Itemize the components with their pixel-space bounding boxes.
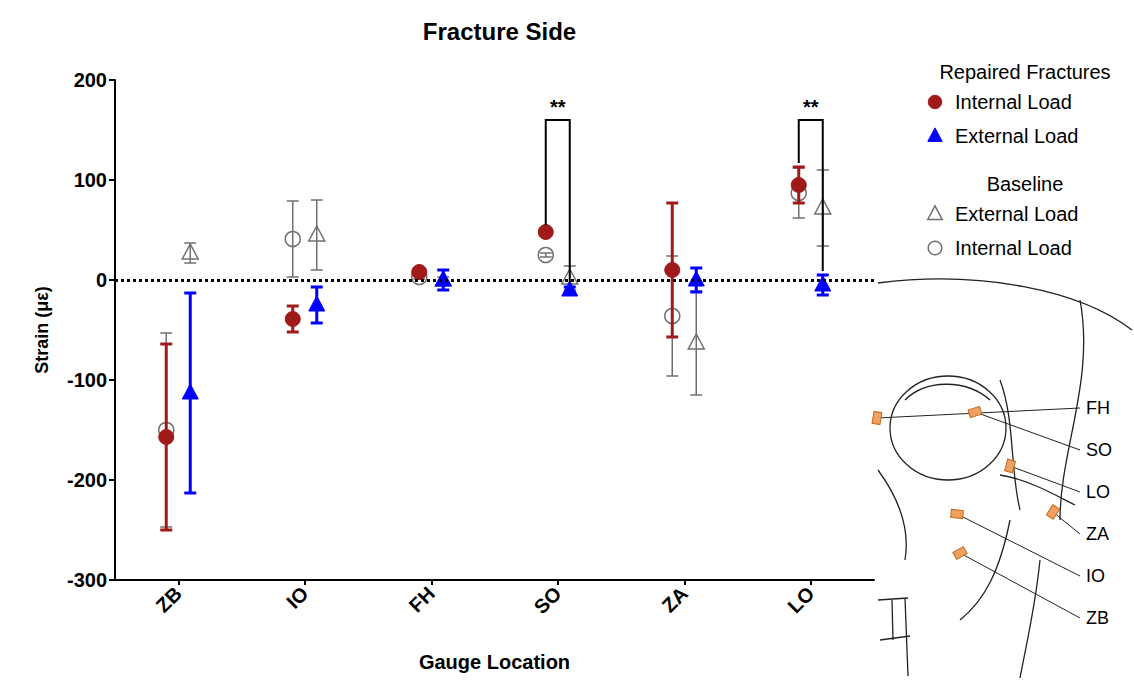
svg-text:Internal Load: Internal Load xyxy=(955,237,1072,259)
svg-text:Fracture Side: Fracture Side xyxy=(423,18,576,45)
svg-text:ZA: ZA xyxy=(1086,524,1109,544)
svg-text:Baseline: Baseline xyxy=(987,173,1064,195)
svg-text:ZA: ZA xyxy=(658,582,692,616)
svg-text:SO: SO xyxy=(1086,440,1112,460)
svg-text:IO: IO xyxy=(282,582,312,612)
svg-text:External Load: External Load xyxy=(955,125,1078,147)
svg-text:SO: SO xyxy=(530,582,566,618)
svg-text:Repaired Fractures: Repaired Fractures xyxy=(939,61,1110,83)
svg-text:Internal Load: Internal Load xyxy=(955,91,1072,113)
svg-text:LO: LO xyxy=(783,582,818,617)
svg-text:LO: LO xyxy=(1086,482,1110,502)
svg-text:External Load: External Load xyxy=(955,203,1078,225)
svg-text:**: ** xyxy=(803,96,819,118)
svg-text:100: 100 xyxy=(74,169,107,191)
svg-text:-100: -100 xyxy=(67,369,107,391)
svg-text:FH: FH xyxy=(405,582,439,616)
svg-text:200: 200 xyxy=(74,69,107,91)
svg-text:FH: FH xyxy=(1086,398,1110,418)
svg-text:0: 0 xyxy=(96,269,107,291)
svg-text:ZB: ZB xyxy=(152,582,186,616)
svg-text:Gauge Location: Gauge Location xyxy=(419,651,570,673)
svg-text:-200: -200 xyxy=(67,469,107,491)
svg-text:**: ** xyxy=(550,96,566,118)
svg-text:IO: IO xyxy=(1086,566,1105,586)
svg-text:-300: -300 xyxy=(67,569,107,591)
svg-text:Strain (με): Strain (με) xyxy=(32,286,52,374)
svg-text:ZB: ZB xyxy=(1086,608,1109,628)
